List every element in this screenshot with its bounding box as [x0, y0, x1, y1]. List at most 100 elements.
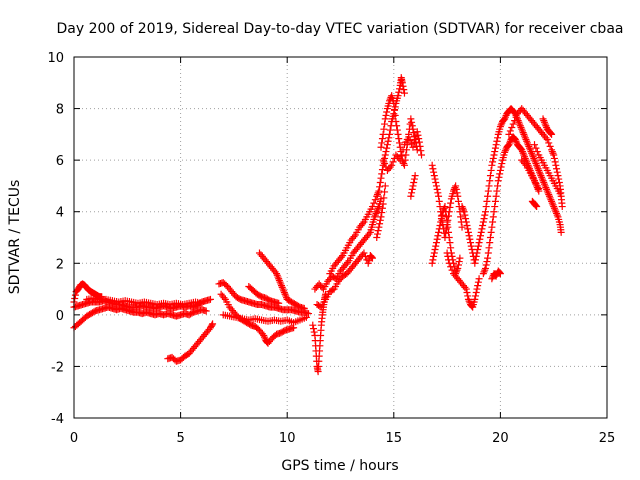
- data-point: [275, 299, 283, 307]
- data-point: [432, 242, 440, 250]
- data-point: [498, 160, 506, 168]
- data-point: [445, 256, 453, 264]
- data-point: [395, 139, 403, 147]
- data-point: [400, 160, 408, 168]
- data-point: [529, 153, 537, 161]
- data-point: [518, 148, 526, 156]
- data-point: [365, 230, 373, 238]
- data-point: [430, 172, 438, 180]
- data-point: [382, 148, 390, 156]
- data-point: [465, 232, 473, 240]
- data-point: [489, 213, 497, 221]
- data-point: [549, 201, 557, 209]
- data-point: [543, 136, 551, 144]
- data-point: [484, 187, 492, 195]
- data-point: [395, 85, 403, 93]
- data-point: [468, 302, 476, 310]
- data-point: [376, 216, 384, 224]
- data-point: [531, 201, 539, 209]
- data-point: [553, 168, 561, 176]
- data-point: [549, 149, 557, 157]
- data-point: [433, 185, 441, 193]
- data-point: [452, 185, 460, 193]
- data-point: [370, 199, 378, 207]
- data-point: [493, 137, 501, 145]
- data-point: [496, 270, 504, 278]
- data-point: [454, 197, 462, 205]
- data-point: [475, 239, 483, 247]
- data-point: [528, 149, 536, 157]
- data-point: [525, 142, 533, 150]
- data-point: [484, 254, 492, 262]
- data-point: [501, 113, 509, 121]
- data-point: [481, 208, 489, 216]
- data-point: [430, 168, 438, 176]
- data-point: [408, 185, 416, 193]
- data-point: [479, 218, 487, 226]
- data-point: [310, 328, 318, 336]
- data-point: [486, 234, 494, 241]
- data-point: [400, 89, 408, 97]
- data-point: [460, 208, 468, 216]
- data-point: [552, 208, 560, 216]
- data-point: [434, 232, 442, 240]
- data-point: [488, 223, 496, 231]
- data-point: [429, 256, 437, 264]
- data-point: [462, 215, 470, 223]
- data-point: [275, 276, 283, 284]
- data-point: [459, 206, 467, 214]
- data-point: [377, 174, 385, 182]
- data-point: [511, 117, 519, 125]
- data-point: [486, 177, 494, 185]
- axis-ticks: [73, 56, 608, 419]
- data-point: [374, 227, 382, 235]
- data-point: [475, 275, 483, 283]
- data-point: [481, 266, 489, 274]
- data-point: [474, 282, 482, 290]
- data-point: [384, 137, 392, 145]
- data-point: [386, 163, 394, 171]
- data-point: [379, 200, 387, 208]
- data-point: [532, 160, 540, 168]
- data-point: [490, 208, 498, 216]
- data-point: [492, 272, 500, 280]
- data-point: [435, 225, 443, 233]
- data-point: [486, 172, 494, 180]
- data-point: [532, 202, 540, 210]
- data-point: [542, 134, 550, 142]
- data-point: [483, 258, 491, 266]
- data-point: [275, 275, 283, 283]
- data-point: [260, 333, 268, 341]
- chart-title: Day 200 of 2019, Sidereal Day-to-day VTE…: [57, 21, 624, 37]
- data-point: [378, 135, 386, 143]
- data-point: [530, 154, 538, 162]
- data-point: [305, 310, 313, 318]
- data-point: [494, 177, 502, 185]
- data-point: [489, 158, 497, 166]
- data-point: [371, 213, 379, 221]
- data-point: [445, 228, 453, 236]
- data-point: [444, 216, 452, 224]
- data-point: [337, 253, 345, 261]
- data-point: [523, 137, 531, 145]
- data-point: [447, 199, 455, 207]
- data-point: [485, 182, 493, 190]
- data-point: [350, 233, 358, 241]
- data-point: [463, 289, 471, 297]
- data-point: [479, 270, 487, 278]
- data-point: [488, 161, 496, 169]
- data-point: [535, 185, 543, 193]
- data-point: [506, 127, 514, 135]
- data-point: [542, 184, 550, 192]
- data-point: [552, 161, 560, 169]
- data-point: [521, 132, 529, 140]
- data-point: [471, 295, 479, 303]
- y-tick-label: 10: [47, 51, 64, 66]
- data-point: [492, 192, 500, 200]
- data-point: [220, 294, 228, 302]
- data-point: [464, 295, 472, 303]
- data-point: [526, 146, 534, 154]
- data-point: [368, 253, 376, 261]
- data-point: [545, 139, 553, 147]
